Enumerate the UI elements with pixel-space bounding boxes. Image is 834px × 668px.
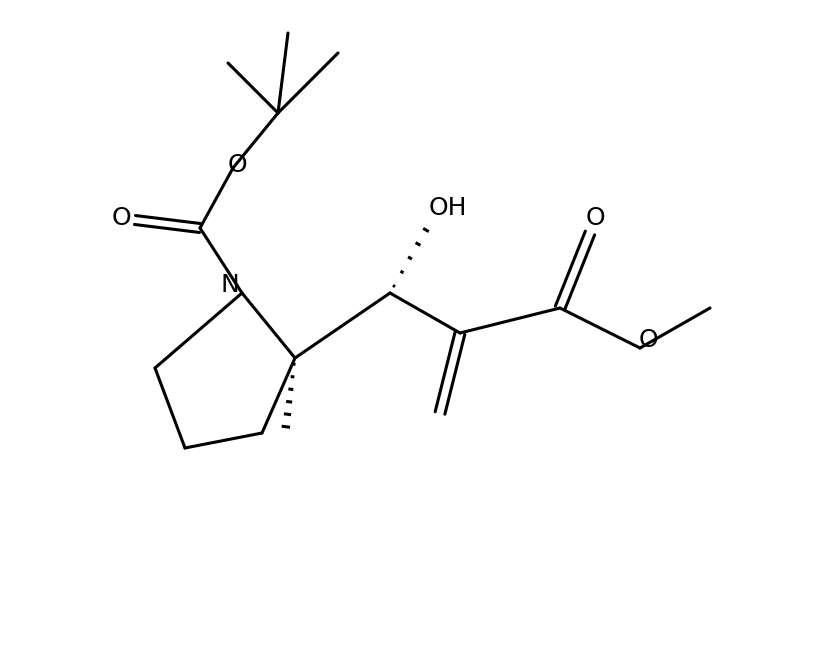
Text: O: O: [585, 206, 605, 230]
Text: O: O: [227, 153, 247, 177]
Text: O: O: [111, 206, 131, 230]
Text: O: O: [638, 328, 658, 352]
Text: OH: OH: [429, 196, 467, 220]
Text: N: N: [221, 273, 239, 297]
